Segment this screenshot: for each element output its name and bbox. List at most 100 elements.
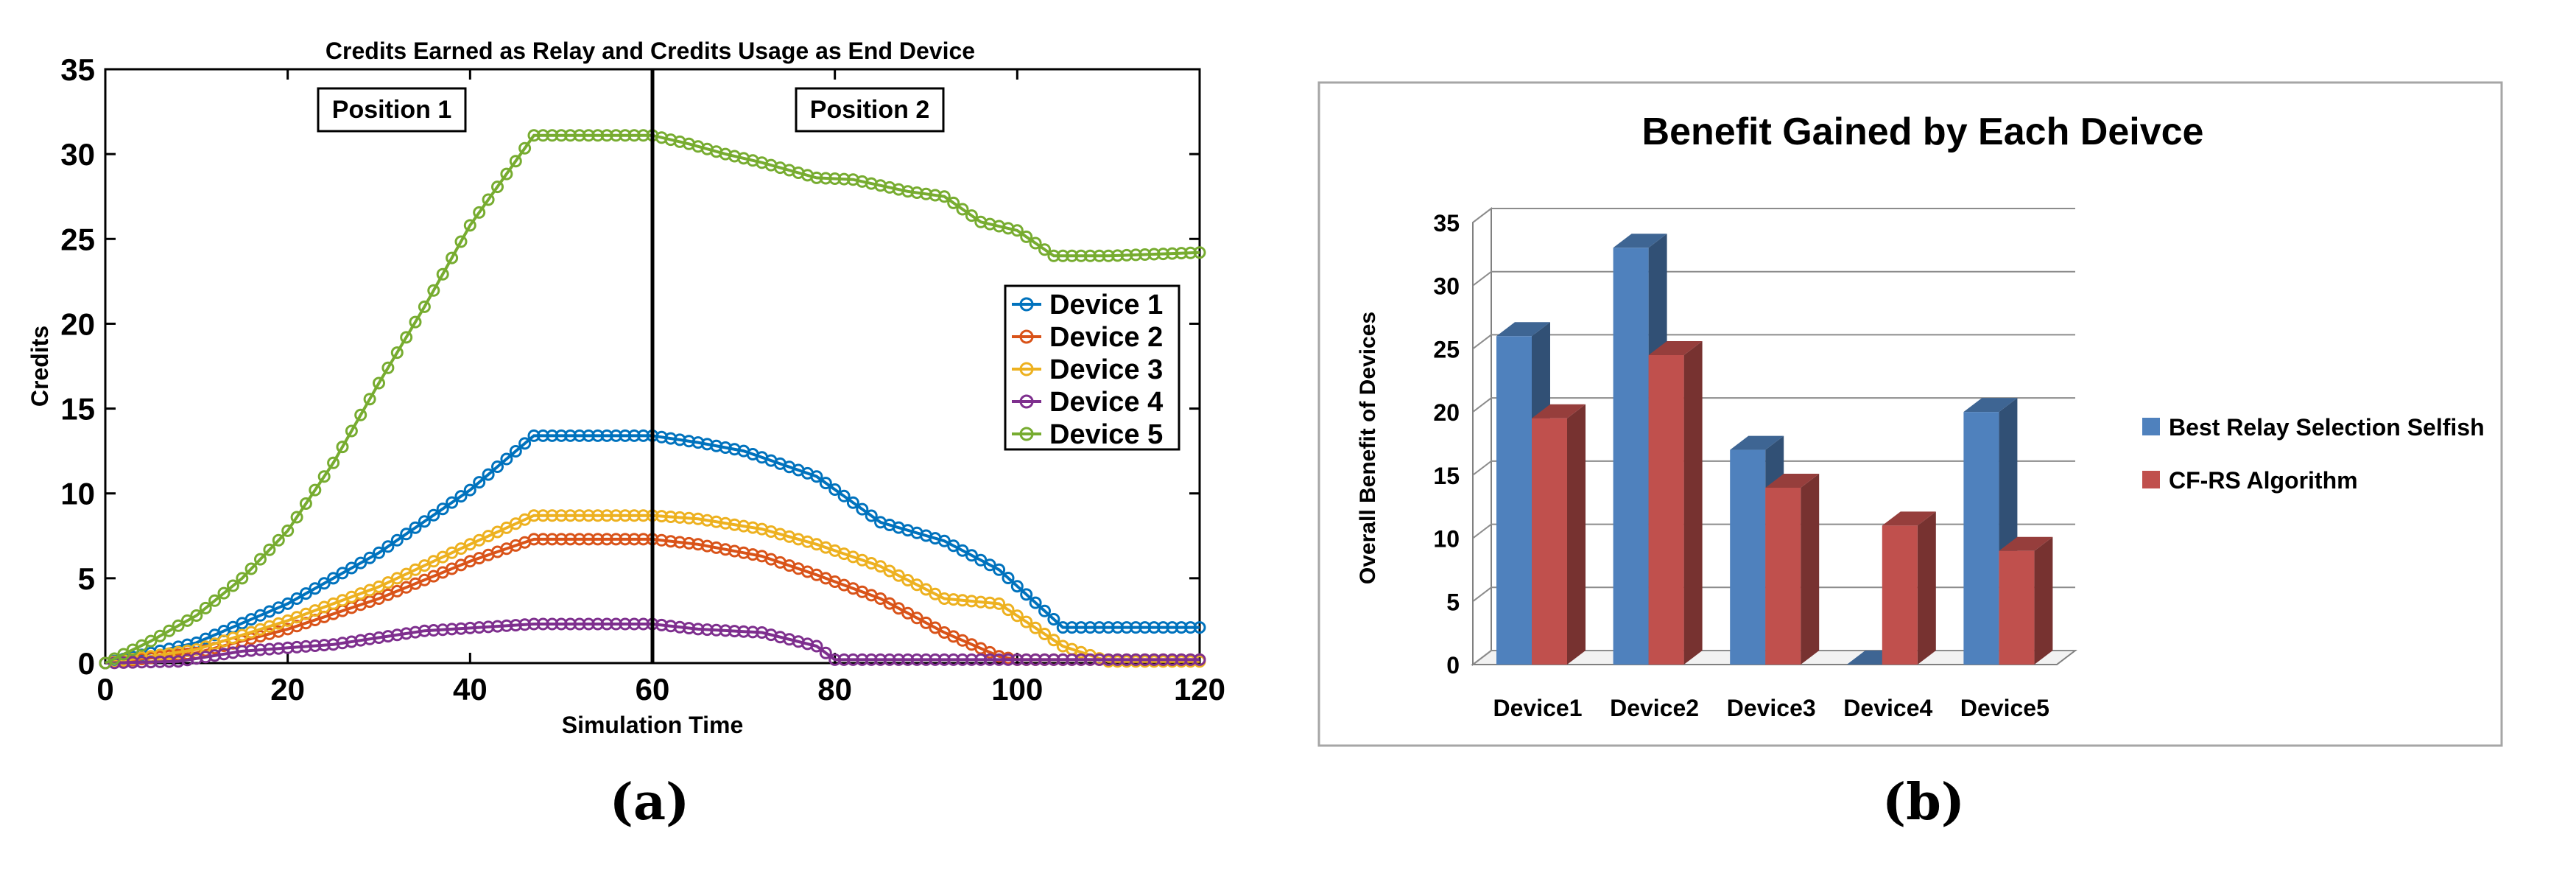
series-marker-device-4 [263, 642, 276, 656]
series-marker-device-2 [591, 533, 605, 546]
series-marker-device-2 [573, 533, 586, 546]
series-marker-device-5 [837, 172, 851, 186]
series-marker-device-3 [573, 509, 586, 522]
series-marker-device-5 [1093, 249, 1106, 262]
bar-chart-y-tick-label: 15 [1433, 463, 1460, 489]
bar-chart-gridline [1472, 460, 2075, 476]
position-1-label: Position 1 [332, 96, 451, 124]
series-marker-device-3 [536, 509, 549, 522]
series-marker-device-5 [446, 251, 459, 264]
series-marker-device-4 [1010, 653, 1024, 666]
series-marker-device-5 [536, 129, 549, 142]
series-marker-device-5 [937, 190, 951, 203]
line-chart-y-tick-label: 30 [60, 137, 95, 172]
line-chart-x-label: Simulation Time [562, 712, 744, 738]
series-marker-device-2 [546, 533, 559, 546]
series-marker-device-5 [226, 579, 239, 592]
series-marker-device-4 [974, 653, 988, 666]
series-marker-device-1 [409, 521, 422, 534]
series-marker-device-1 [837, 489, 851, 502]
series-marker-device-1 [1093, 621, 1106, 634]
series-marker-device-5 [1083, 249, 1097, 262]
series-marker-device-5 [236, 572, 249, 585]
series-marker-device-4 [436, 623, 449, 637]
series-marker-device-5 [1074, 249, 1088, 262]
series-marker-device-1 [1139, 621, 1152, 634]
series-marker-device-5 [381, 361, 395, 374]
series-marker-device-5 [363, 393, 376, 406]
series-marker-device-4 [1066, 653, 1079, 666]
series-marker-device-5 [473, 206, 486, 219]
series-marker-device-1 [473, 476, 486, 489]
legend-marker-device-2 [1019, 329, 1034, 344]
series-marker-device-5 [810, 171, 823, 184]
series-marker-device-4 [236, 645, 249, 658]
series-marker-device-4 [427, 624, 440, 637]
series-marker-device-3 [564, 509, 577, 522]
series-marker-device-5 [390, 346, 404, 360]
series-marker-device-5 [263, 543, 276, 556]
bar-chart-panel: Benefit Gained by Each Deivce 0 5 10 15 20 25… [1317, 81, 2503, 832]
series-marker-device-5 [619, 129, 632, 142]
series-marker-device-5 [819, 172, 832, 185]
series-marker-device-1 [1020, 588, 1033, 601]
legend-marker-device-1 [1019, 297, 1034, 312]
series-marker-device-4 [737, 625, 750, 638]
series-marker-device-5 [373, 376, 385, 390]
series-marker-device-1 [491, 460, 504, 473]
bar-chart-gridline [1472, 334, 2075, 350]
series-marker-device-1 [1157, 621, 1169, 634]
series-marker-device-4 [582, 617, 595, 631]
bar-cf-rs-algorithm-device2 [1648, 341, 1703, 665]
bar-chart-gridline [1472, 270, 2075, 287]
bar-top-face [1999, 536, 2053, 551]
bar-side-face [1801, 474, 1820, 665]
legend-label-device-3: Device 3 [1049, 354, 1163, 385]
series-marker-device-1 [956, 544, 969, 557]
line-chart-title: Credits Earned as Relay and Credits Usag… [325, 38, 975, 64]
bar-front-face [1882, 525, 1918, 665]
series-marker-device-5 [436, 267, 449, 281]
series-marker-device-4 [1184, 653, 1197, 666]
series-marker-device-2 [910, 612, 923, 625]
series-marker-device-4 [892, 653, 905, 666]
bar-side-face [2034, 536, 2053, 665]
series-marker-device-4 [874, 653, 887, 666]
series-marker-device-1 [509, 445, 522, 458]
series-marker-device-4 [637, 617, 650, 631]
series-marker-device-4 [810, 640, 823, 653]
series-marker-device-1 [573, 429, 586, 442]
line-chart-y-tick-label: 5 [78, 561, 95, 596]
series-marker-device-4 [600, 617, 613, 631]
legend-marker-device-4 [1019, 394, 1034, 409]
bar-chart-gridline [1472, 208, 2075, 223]
series-marker-device-1 [317, 577, 331, 590]
series-marker-device-1 [527, 429, 541, 442]
series-marker-device-4 [1074, 653, 1088, 666]
series-marker-device-1 [555, 429, 568, 442]
series-marker-device-5 [272, 533, 285, 547]
series-marker-device-3 [1010, 609, 1024, 623]
bar-cf-rs-algorithm-device3 [1765, 474, 1820, 665]
series-marker-device-1 [1038, 604, 1051, 617]
legend-marker-device-3 [1019, 362, 1034, 376]
series-marker-device-4 [454, 622, 468, 635]
series-marker-device-4 [947, 653, 960, 666]
series-marker-device-5 [336, 441, 349, 454]
series-marker-device-3 [655, 510, 668, 523]
series-marker-device-4 [564, 617, 577, 631]
series-marker-device-3 [582, 509, 595, 522]
bar-chart-category-label: Device5 [1960, 695, 2049, 721]
bar-top-face [1765, 474, 1820, 488]
legend-marker-device-5 [1019, 427, 1034, 441]
series-marker-device-1 [446, 496, 459, 509]
series-marker-device-5 [564, 129, 577, 142]
series-marker-device-4 [1147, 653, 1161, 666]
bar-front-face [1613, 248, 1649, 665]
series-marker-device-3 [683, 511, 695, 525]
series-marker-device-1 [865, 509, 878, 522]
series-marker-device-1 [1193, 621, 1206, 634]
series-marker-device-4 [317, 639, 331, 652]
series-marker-device-1 [856, 502, 869, 516]
line-chart-x-ticks: 0 20 40 60 80 100 120 [96, 69, 1225, 707]
